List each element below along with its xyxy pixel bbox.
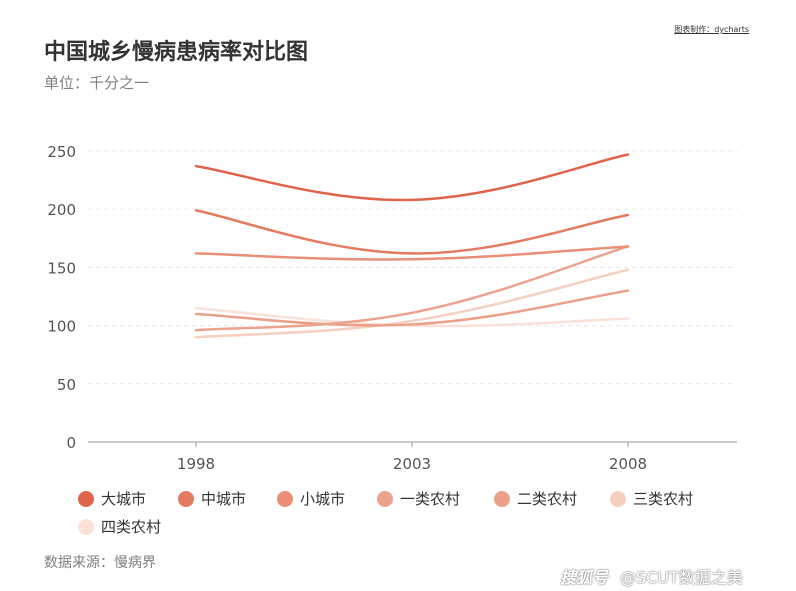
watermark: 搜狐号 @SCUT数据之美 [560,564,743,588]
chart-credit-link[interactable]: 图表制作：dycharts [674,25,749,34]
y-tick-label: 150 [47,259,76,277]
y-tick-label: 50 [57,376,76,394]
y-tick-label: 100 [47,318,76,336]
legend-item[interactable]: 大城市 [78,488,146,509]
legend-item[interactable]: 二类农村 [494,488,577,509]
legend-label: 一类农村 [400,490,461,508]
legend-swatch [178,490,194,507]
y-tick-label: 200 [47,201,76,219]
legend-item[interactable]: 三类农村 [610,488,693,509]
series-line [194,289,630,327]
legend-item[interactable]: 一类农村 [377,488,460,509]
legend-swatch [610,490,626,507]
series-line [194,268,630,339]
x-tick-label: 2008 [609,455,647,473]
watermark-text: @SCUT数据之美 [620,568,743,587]
series-line [194,245,630,332]
legend-swatch [494,490,510,507]
legend-label: 三类农村 [633,490,694,508]
legend-item[interactable]: 中城市 [178,488,246,509]
series-line [194,209,630,255]
legend-item[interactable]: 四类农村 [78,516,161,537]
y-tick-label: 250 [47,143,76,161]
chart-subtitle: 单位：千分之一 [44,74,150,92]
legend-label: 二类农村 [517,490,578,508]
data-source: 数据来源：慢病界 [44,555,156,571]
watermark-logo: 搜狐号 [560,568,609,587]
y-tick-label: 0 [66,434,76,452]
legend-label: 四类农村 [101,518,162,536]
series-line [194,153,630,202]
x-tick-label: 1998 [177,455,215,473]
chart-title: 中国城乡慢病患病率对比图 [44,40,309,65]
legend-label: 小城市 [300,490,346,508]
legend-swatch [377,490,393,507]
legend-label: 中城市 [201,490,247,508]
legend-swatch [78,518,94,535]
legend-swatch [277,490,293,507]
legend-item[interactable]: 小城市 [277,488,345,509]
series-line [194,245,630,261]
x-tick-label: 2003 [393,455,431,473]
legend-label: 大城市 [101,490,147,508]
legend-swatch [78,490,94,507]
